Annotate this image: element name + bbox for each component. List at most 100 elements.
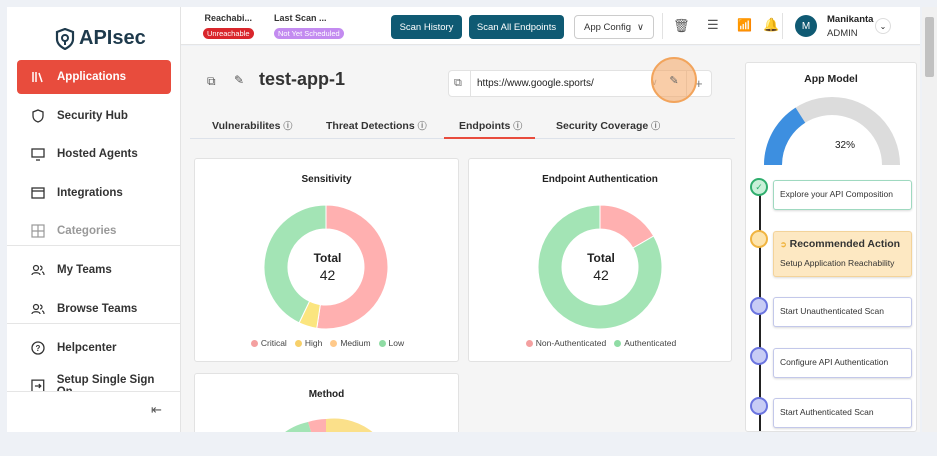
active-tab-indicator: [444, 137, 535, 139]
tab-label: Endpoints: [459, 120, 511, 132]
step-recommended-action[interactable]: ➲ Recommended Action Setup Application R…: [773, 231, 912, 277]
monitor-icon: [31, 148, 45, 161]
tab-vulnerabilities[interactable]: Vulnerabilites ⓘ: [212, 119, 292, 132]
legend-label: Critical: [260, 338, 287, 348]
step-pending-icon: [750, 297, 768, 315]
scan-all-endpoints-button[interactable]: Scan All Endpoints: [469, 15, 564, 39]
divider: [782, 13, 783, 39]
legend-high[interactable]: High: [294, 338, 323, 348]
sidebar-footer: ⇤: [7, 391, 180, 432]
chevron-down-icon: ∨: [637, 21, 644, 33]
brand-name: APIsec: [79, 27, 146, 49]
app-model-title: App Model: [804, 73, 858, 85]
svg-text:?: ?: [36, 344, 41, 353]
step-title: Recommended Action: [789, 238, 901, 250]
tab-label: Vulnerabilites: [212, 120, 281, 132]
step-auth-scan[interactable]: Start Authenticated Scan: [773, 398, 912, 428]
legend-label: Authenticated: [624, 338, 677, 348]
sidebar: APIsec Applications Security Hub Hosted …: [7, 7, 181, 432]
slice-critical[interactable]: [316, 204, 389, 330]
chart-legend: Critical High Medium Low: [195, 338, 460, 348]
chart-title: Endpoint Authentication: [542, 174, 658, 185]
sidebar-item-label: Hosted Agents: [57, 148, 138, 160]
reachability-label: Reachabi...: [204, 13, 253, 23]
copy-url-icon[interactable]: ⧉: [454, 77, 462, 89]
scrollbar[interactable]: [922, 7, 937, 432]
scrollbar-thumb[interactable]: [925, 17, 934, 77]
info-icon: ⓘ: [651, 121, 661, 131]
total-value: 42: [319, 267, 336, 283]
legend-label: Medium: [340, 338, 371, 348]
last-scan-status: Last Scan ... Not Yet Scheduled: [274, 13, 344, 41]
sidebar-item-label: Integrations: [57, 187, 123, 199]
total-label: Total: [313, 251, 342, 265]
help-icon: ?: [31, 341, 45, 355]
step-configure-auth[interactable]: Configure API Authentication: [773, 348, 912, 378]
step-explore-api[interactable]: Explore your API Composition: [773, 180, 912, 210]
app-config-dropdown[interactable]: App Config ∨: [574, 15, 654, 39]
total-label: Total: [587, 251, 615, 265]
archive-icon[interactable]: ☰: [707, 17, 719, 32]
legend-critical[interactable]: Critical: [250, 338, 287, 348]
pencil-icon: ✎: [669, 74, 679, 87]
tab-threat-detections[interactable]: Threat Detections ⓘ: [326, 119, 427, 132]
info-icon: ⓘ: [417, 121, 427, 131]
bell-icon[interactable]: 🔔: [763, 17, 780, 32]
sidebar-item-my-teams[interactable]: My Teams: [17, 253, 171, 287]
divider: [662, 13, 663, 39]
plus-icon[interactable]: +: [695, 76, 703, 91]
legend-non-authenticated[interactable]: Non-Authenticated: [525, 338, 606, 348]
gauge-fill: [764, 107, 806, 165]
app-title: test-app-1: [259, 69, 346, 89]
page-bottom: [0, 432, 937, 456]
endpoint-auth-donut: [537, 204, 663, 330]
chart-icon[interactable]: 📶: [737, 18, 752, 32]
brand-logo: APIsec: [55, 27, 146, 50]
trash-icon[interactable]: 🗑: [673, 18, 690, 33]
tab-endpoints[interactable]: Endpoints ⓘ: [459, 119, 522, 132]
percent-value: 32: [834, 140, 847, 151]
legend-medium[interactable]: Medium: [330, 338, 371, 348]
legend-label: High: [304, 338, 323, 348]
slice-authenticated[interactable]: [537, 204, 663, 330]
scan-history-button[interactable]: Scan History: [391, 15, 462, 39]
sidebar-item-integrations[interactable]: Integrations: [17, 176, 171, 210]
tab-security-coverage[interactable]: Security Coverage ⓘ: [556, 119, 660, 132]
app-config-label: App Config: [584, 21, 632, 33]
user-name: Manikanta: [827, 14, 874, 25]
total-value: 42: [593, 267, 609, 283]
user-menu-chevron-icon[interactable]: ⌄: [875, 18, 891, 34]
user-role: ADMIN: [827, 28, 858, 39]
gauge-percent: 32%: [834, 140, 856, 151]
sidebar-item-label: My Teams: [57, 264, 112, 276]
edit-icon[interactable]: ✎: [234, 73, 245, 87]
avatar[interactable]: M: [795, 15, 817, 37]
step-unauth-scan[interactable]: Start Unauthenticated Scan: [773, 297, 912, 327]
info-icon: ⓘ: [283, 121, 293, 131]
slice-low[interactable]: [263, 204, 327, 324]
sidebar-item-applications[interactable]: Applications: [17, 60, 171, 94]
legend-low[interactable]: Low: [378, 338, 405, 348]
sidebar-item-browse-teams[interactable]: Browse Teams: [17, 292, 171, 326]
sidebar-item-hosted-agents[interactable]: Hosted Agents: [17, 137, 171, 171]
chart-title: Method: [308, 389, 345, 400]
top-bar: Reachabi... Unreachable Last Scan ... No…: [181, 7, 920, 45]
sidebar-item-security-hub[interactable]: Security Hub: [17, 99, 171, 133]
last-scan-badge: Not Yet Scheduled: [274, 28, 344, 39]
sidebar-item-helpcenter[interactable]: ? Helpcenter: [17, 331, 171, 365]
legend-authenticated[interactable]: Authenticated: [614, 338, 676, 348]
legend-label: Low: [388, 338, 405, 348]
tab-label: Security Coverage: [556, 120, 649, 132]
edit-url-button[interactable]: ✎: [651, 57, 697, 103]
sidebar-item-label: Security Hub: [57, 110, 128, 122]
grid-icon: [31, 224, 45, 238]
app-model-gauge: [764, 97, 900, 165]
copy-icon[interactable]: ⧉: [207, 74, 216, 88]
sidebar-item-categories[interactable]: Categories: [17, 214, 171, 248]
users-icon: [31, 303, 45, 315]
collapse-sidebar-icon[interactable]: ⇤: [151, 402, 162, 417]
arrow-circle-icon: ➲: [780, 240, 787, 249]
info-icon: ⓘ: [513, 121, 523, 131]
sensitivity-donut: [263, 204, 389, 330]
step-pending-icon: [750, 397, 768, 415]
